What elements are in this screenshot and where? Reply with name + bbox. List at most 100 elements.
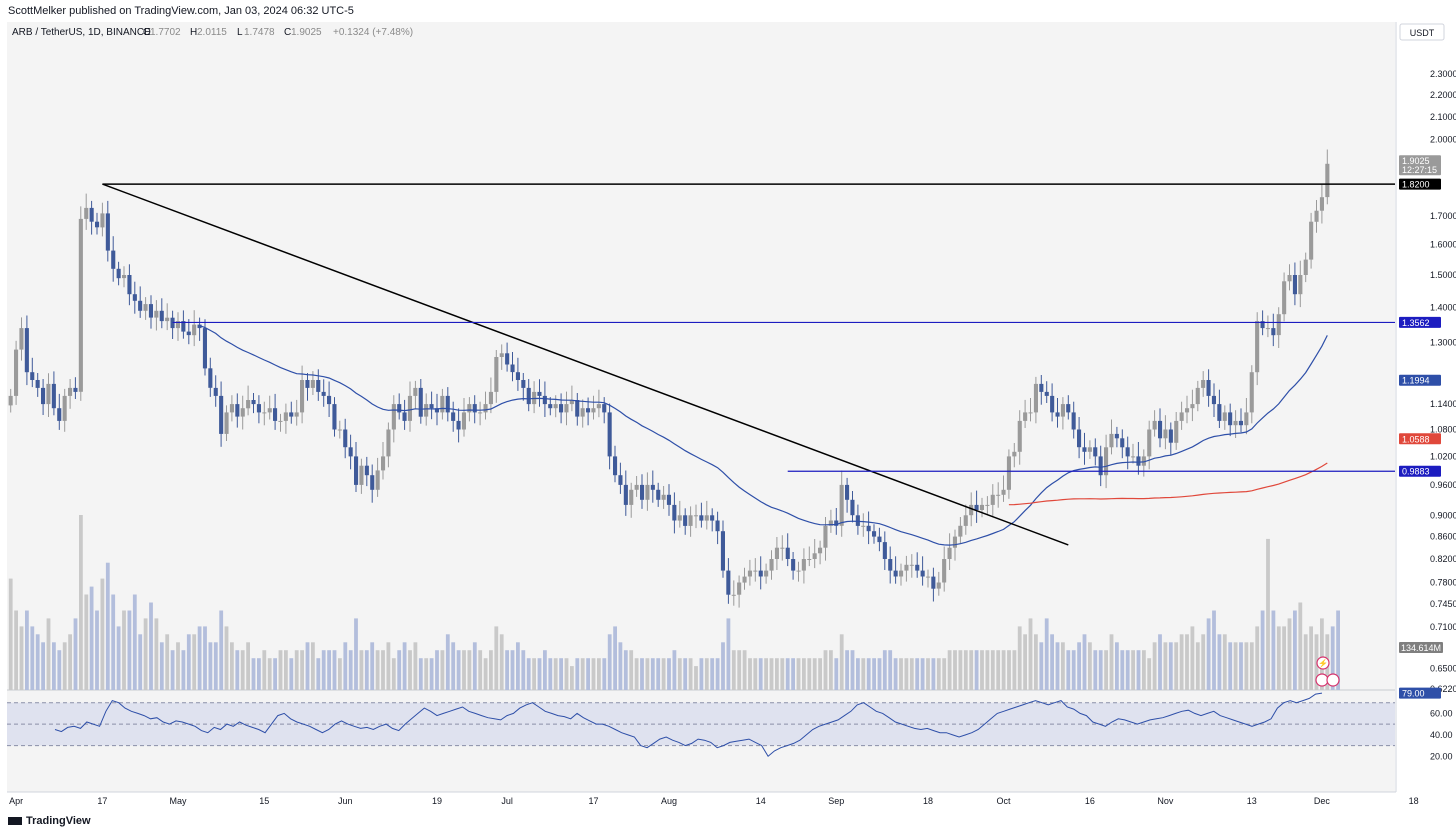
candle-body (327, 395, 332, 405)
candle-body (478, 412, 483, 414)
volume-bar (105, 562, 110, 690)
candle-body (1217, 404, 1222, 421)
price-tick-label: 0.7100 (1430, 622, 1456, 632)
candle-body (246, 400, 251, 409)
time-tick-label: Jun (338, 796, 353, 806)
publisher-text: ScottMelker published on TradingView.com… (8, 5, 354, 17)
candle-body (1255, 321, 1260, 373)
volume-bar (926, 658, 930, 690)
candle-body (1190, 404, 1195, 409)
time-tick-label: Sep (828, 796, 844, 806)
candle-body (316, 380, 321, 392)
volume-bar (159, 642, 164, 690)
volume-bar (483, 658, 488, 690)
candle-body (467, 404, 472, 413)
candle-body (445, 395, 450, 413)
volume-bar (1185, 634, 1189, 690)
time-tick-label: 14 (756, 796, 766, 806)
volume-bar (694, 666, 698, 690)
candle-body (942, 559, 947, 583)
volume-bar (564, 658, 569, 690)
volume-bar (165, 634, 170, 690)
candle-body (84, 207, 89, 219)
ohlc-value: 2.0115 (197, 27, 227, 38)
candle-body (909, 564, 914, 566)
candle-body (256, 404, 261, 413)
chart-container[interactable]: USDT 2.3000 2.2000 2.1000 2.0000 1.7000 1.6000… (0, 22, 1456, 812)
candle-body (197, 324, 202, 329)
volume-bar (462, 650, 466, 690)
time-tick-label: Jul (501, 796, 513, 806)
volume-bar (1168, 642, 1173, 690)
volume-bar (440, 650, 445, 690)
price-chart[interactable]: USDT 2.3000 2.2000 2.1000 2.0000 1.7000 1.6000… (0, 22, 1456, 812)
candle-body (915, 564, 920, 571)
volume-bar (494, 626, 499, 690)
price-tick-label: 0.7450 (1430, 599, 1456, 609)
volume-bar (213, 642, 218, 690)
candle-body (985, 504, 990, 506)
price-tick-label: 0.9000 (1430, 510, 1456, 520)
candle-body (418, 387, 423, 417)
volume-bar (14, 610, 18, 690)
candle-body (780, 547, 785, 549)
price-tick-label: 2.3000 (1430, 69, 1456, 79)
candle-body (607, 412, 612, 457)
candle-body (332, 404, 337, 430)
price-tick-label: 1.4000 (1430, 303, 1456, 313)
ohlc-key: L (237, 27, 243, 38)
volume-bar (1249, 642, 1254, 690)
candle-body (899, 570, 904, 577)
volume-bar (1260, 610, 1265, 690)
volume-bar (41, 642, 45, 690)
candle-body (68, 387, 73, 396)
candle-body (812, 553, 817, 559)
volume-bar (321, 650, 326, 690)
volume-bar (359, 650, 364, 690)
candle-body (1238, 420, 1243, 426)
candle-body (526, 387, 531, 405)
volume-bar (936, 658, 941, 690)
time-tick-label: 13 (1247, 796, 1257, 806)
candle-body (267, 408, 272, 413)
candle-body (1044, 391, 1049, 396)
volume-bar (1077, 642, 1081, 690)
candle-body (661, 494, 666, 500)
candle-body (1071, 412, 1076, 430)
candle-body (391, 404, 396, 430)
candle-body (564, 404, 569, 413)
volume-bar (510, 650, 515, 690)
volume-bar (947, 650, 952, 690)
price-tag-value: 1.1994 (1402, 376, 1430, 386)
candle-body (175, 321, 180, 329)
volume-bar (861, 658, 866, 690)
candle-body (192, 324, 197, 336)
volume-bar (780, 658, 785, 690)
price-tag-bg (1399, 316, 1441, 328)
volume-bar (1298, 602, 1303, 690)
volume-bar (478, 650, 483, 690)
volume-bar (872, 658, 876, 690)
volume-bar (240, 650, 245, 690)
volume-bar (348, 650, 353, 690)
volume-bar (79, 515, 83, 690)
volume-bar (138, 634, 143, 690)
candle-body (278, 420, 283, 422)
volume-bar (1088, 642, 1092, 690)
price-tick-label: 2.0000 (1430, 135, 1456, 145)
time-tick-label: 15 (259, 796, 269, 806)
candle-body (499, 353, 504, 357)
candle-body (1211, 395, 1216, 405)
volume-bar (812, 658, 817, 690)
earnings-flag-icon (1315, 673, 1329, 687)
volume-bar (327, 650, 331, 690)
volume-bar (1142, 650, 1146, 690)
volume-bar (73, 618, 78, 690)
volume-bar (899, 658, 903, 690)
volume-bar (1222, 634, 1227, 690)
volume-bar (791, 658, 795, 690)
volume-bar (985, 650, 990, 690)
volume-bar (370, 642, 375, 690)
candle-body (979, 504, 984, 510)
volume-bar (758, 658, 763, 690)
